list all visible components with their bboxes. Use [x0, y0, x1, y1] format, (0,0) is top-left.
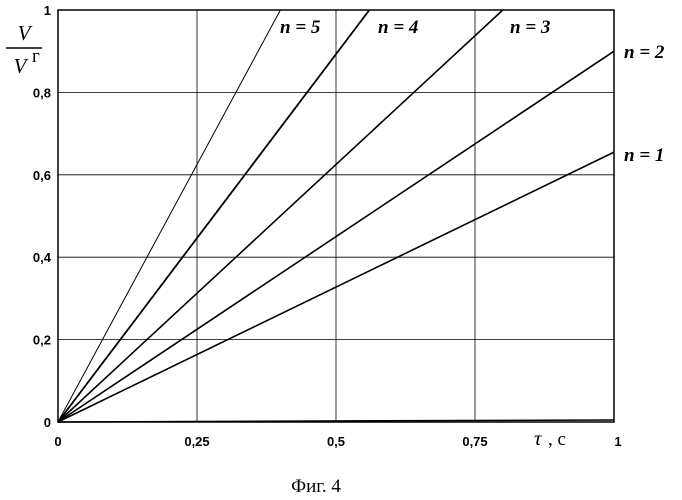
x-tick-label: 0,5 — [327, 434, 345, 449]
y-axis-label-denominator: V — [14, 54, 29, 78]
y-tick-label: 1 — [44, 3, 51, 18]
series-labels: n = 1 n = 2 n = 3 n = 4 n = 5 — [280, 17, 665, 166]
series-label-n2: n = 2 — [624, 42, 665, 63]
y-axis-label-numerator: V — [18, 21, 33, 45]
x-tick-label: 1 — [614, 434, 621, 449]
series-label-n5: n = 5 — [280, 17, 321, 38]
x-tick-label: 0,25 — [184, 434, 209, 449]
series-label-n1: n = 1 — [624, 145, 664, 166]
series-label-n3: n = 3 — [510, 17, 550, 38]
y-tick-label: 0,8 — [33, 85, 51, 100]
x-axis-label: τ , с — [534, 426, 566, 450]
y-tick-label: 0,6 — [33, 168, 51, 183]
x-axis-label-symbol: τ — [534, 426, 543, 450]
y-tick-labels: 0 0,2 0,4 0,6 0,8 1 — [33, 3, 52, 430]
y-tick-label: 0,2 — [33, 333, 51, 348]
x-tick-label: 0,75 — [462, 434, 487, 449]
series-label-n4: n = 4 — [378, 17, 418, 38]
figure-caption: Фиг. 4 — [291, 476, 341, 497]
series-line-n3 — [58, 10, 503, 422]
y-tick-label: 0,4 — [33, 250, 52, 265]
y-axis-label-denominator-sup: г — [32, 46, 40, 67]
series-line-n5 — [58, 10, 280, 422]
x-axis-label-unit: , с — [548, 429, 566, 450]
grid — [58, 10, 614, 422]
series-line-n4 — [58, 10, 369, 422]
y-tick-label: 0 — [44, 415, 51, 430]
x-tick-label: 0 — [54, 434, 61, 449]
y-axis-label: V V г — [6, 21, 42, 78]
